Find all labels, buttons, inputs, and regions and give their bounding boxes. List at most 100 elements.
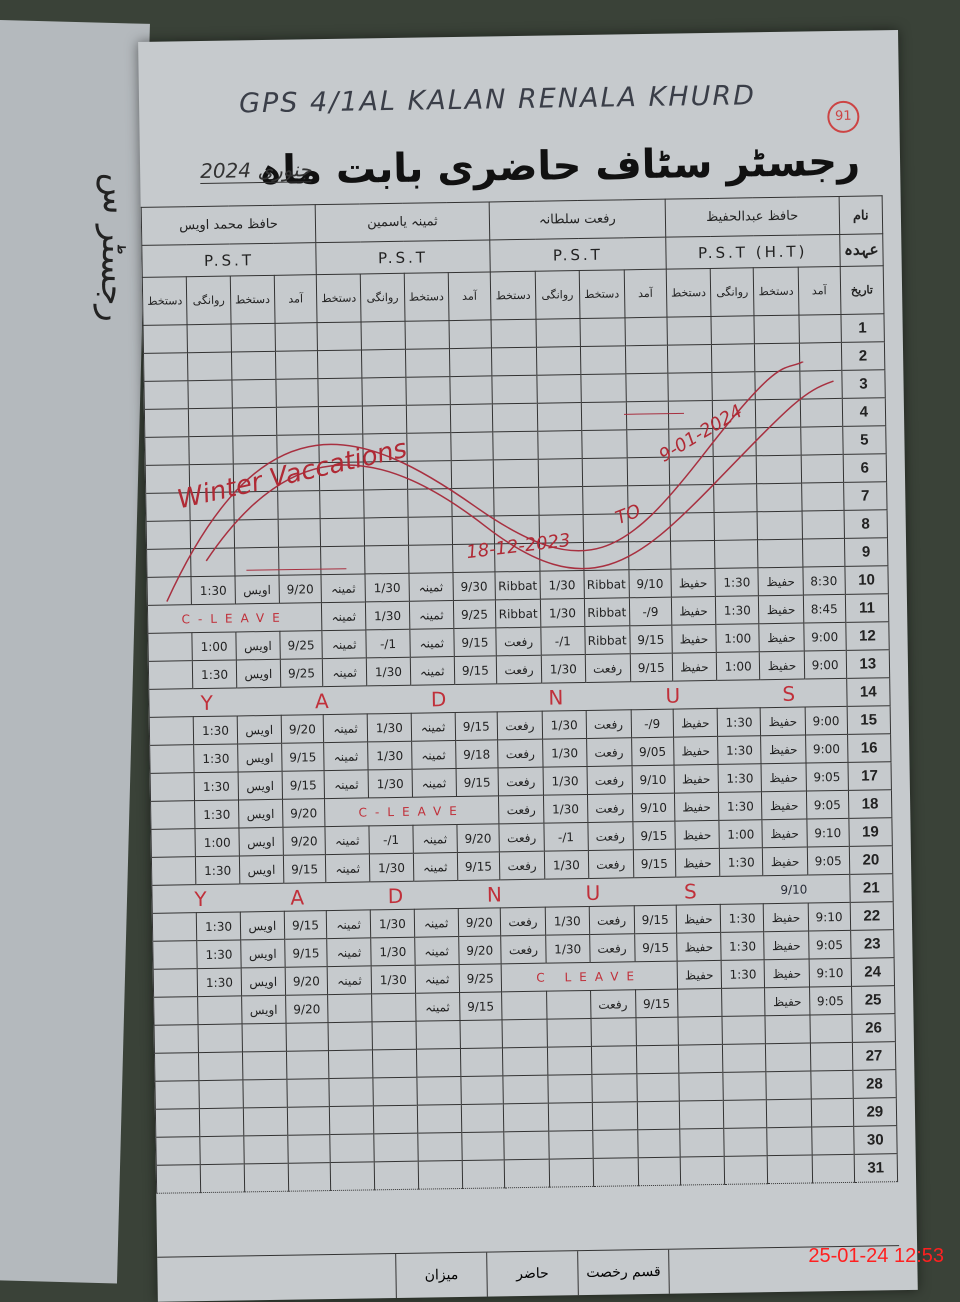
- column-header: آمد: [274, 274, 318, 324]
- empty-cell: [713, 455, 758, 485]
- departure-signature: ثمینہ: [326, 937, 372, 967]
- arrival-time: 9/15: [632, 821, 676, 850]
- departure-time: 1/30: [367, 713, 412, 742]
- departure-time: 1:30: [197, 967, 242, 997]
- arrival-signature: اویس: [240, 967, 286, 996]
- empty-cell: [636, 1073, 680, 1102]
- empty-cell: [285, 1022, 329, 1052]
- arrival-signature: حفیظ: [761, 791, 807, 820]
- empty-cell: [678, 1044, 723, 1074]
- empty-cell: [537, 374, 581, 404]
- empty-cell: [287, 1134, 331, 1164]
- empty-cell: [232, 435, 278, 464]
- empty-cell: [231, 379, 277, 409]
- empty-cell: [317, 349, 363, 379]
- empty-cell: [374, 1161, 419, 1190]
- arrival-signature: رفعت: [584, 653, 631, 683]
- empty-cell: [581, 429, 627, 459]
- empty-cell: [451, 487, 495, 517]
- empty-cell: [755, 399, 801, 428]
- empty-cell: [549, 1158, 594, 1188]
- date-cell: 18: [848, 789, 892, 819]
- empty-cell: [539, 542, 584, 572]
- column-header: روانگی: [360, 273, 405, 322]
- arrival-signature: رفعت: [585, 709, 632, 739]
- date-cell: 13: [845, 649, 890, 679]
- empty-cell: [765, 1043, 811, 1072]
- departure-signature: ثمینہ: [323, 741, 369, 771]
- arrival-time: 9/15: [459, 991, 502, 1021]
- empty-cell: [373, 1077, 417, 1106]
- sunday-letter: N: [486, 881, 503, 907]
- empty-cell: [406, 460, 452, 490]
- empty-cell: [144, 408, 190, 438]
- empty-cell: [712, 399, 757, 429]
- departure-signature: ثمینہ: [323, 713, 368, 743]
- arrival-signature: رفعت: [588, 905, 635, 935]
- arrival-signature: ثمینہ: [409, 656, 455, 686]
- arrival-signature: حفیظ: [761, 763, 807, 792]
- arrival-signature: ثمینہ: [409, 628, 455, 658]
- empty-cell: [408, 544, 453, 574]
- summary-footer: قسم رخصت حاضر میزان: [157, 1245, 900, 1302]
- empty-cell: [494, 543, 541, 572]
- empty-cell: [154, 1052, 200, 1082]
- empty-cell: [547, 1046, 592, 1076]
- date-cell: 15: [846, 705, 891, 735]
- empty-cell: [361, 321, 406, 350]
- date-cell: 7: [843, 481, 888, 511]
- date-cell: 29: [852, 1097, 897, 1127]
- empty-cell: [330, 1161, 375, 1191]
- arrival-signature: ثمینہ: [415, 992, 460, 1022]
- empty-cell: [627, 485, 670, 514]
- empty-cell: [405, 404, 451, 434]
- date-cell: 27: [852, 1041, 896, 1071]
- empty-cell: [811, 1126, 854, 1155]
- departure-time: 1/30: [540, 570, 584, 600]
- footer-label: میزان: [395, 1252, 487, 1302]
- empty-cell: [372, 1021, 417, 1050]
- departure-time: 1:00: [718, 819, 763, 849]
- name-label: نام: [838, 195, 883, 235]
- arrival-time: 9:10: [808, 958, 852, 988]
- empty-cell: [451, 459, 494, 489]
- empty-cell: [799, 398, 843, 428]
- arrival-signature: ثمینہ: [412, 824, 458, 854]
- departure-time: 1/30: [369, 853, 414, 882]
- arrival-signature: اویس: [240, 939, 286, 968]
- date-cell: 1: [840, 313, 885, 343]
- arrival-time: 9/15: [457, 851, 500, 881]
- empty-cell: [460, 1075, 504, 1105]
- empty-cell: [243, 1107, 288, 1136]
- arrival-time: 9/25: [279, 630, 323, 660]
- arrival-signature: اویس: [237, 743, 283, 772]
- empty-cell: [362, 377, 406, 406]
- departure-signature: ثمینہ: [321, 629, 367, 659]
- empty-cell: [234, 547, 279, 576]
- arrival-signature: ثمینہ: [413, 852, 458, 882]
- empty-cell: [493, 459, 539, 488]
- empty-cell: [243, 1163, 289, 1192]
- arrival-time: 9/20: [282, 798, 326, 828]
- empty-cell: [756, 455, 802, 484]
- empty-cell: [319, 489, 365, 519]
- arrival-signature: ثمینہ: [408, 572, 454, 602]
- arrival-signature: اویس: [239, 855, 284, 884]
- leave-cell: C-LEAVE: [324, 795, 499, 827]
- arrival-time: 9/30: [452, 571, 496, 601]
- empty-cell: [320, 517, 365, 547]
- empty-cell: [547, 1074, 592, 1104]
- empty-cell: [241, 1023, 287, 1052]
- empty-cell: [504, 1159, 550, 1188]
- empty-cell: [800, 454, 844, 484]
- date-cell: 4: [841, 397, 886, 427]
- departure-time: 1/30: [545, 906, 590, 936]
- empty-cell: [502, 1047, 548, 1076]
- departure-time: 1/30: [543, 766, 588, 796]
- column-header: دستخط: [490, 271, 537, 320]
- empty-cell: [449, 347, 492, 377]
- departure-signature: Ribbat: [495, 599, 541, 628]
- empty-cell: [278, 546, 322, 576]
- date-cell: 11: [845, 593, 889, 623]
- empty-cell: [363, 461, 408, 490]
